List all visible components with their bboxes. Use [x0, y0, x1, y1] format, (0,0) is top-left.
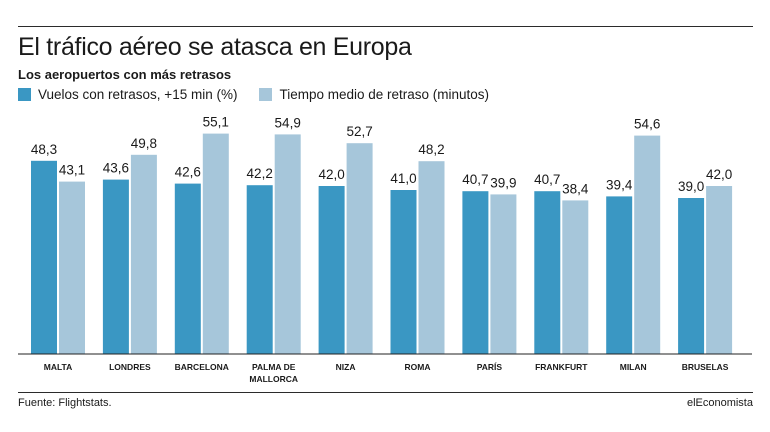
legend-item-series-1: Vuelos con retrasos, +15 min (%) [18, 87, 237, 102]
category-label-9: MILAN [620, 362, 647, 372]
bar-series-2-6 [418, 161, 445, 354]
bar-series-2-5 [346, 143, 373, 354]
bottom-rule [18, 392, 753, 393]
category-label-3: BARCELONA [175, 362, 229, 372]
legend-swatch-series-1 [18, 88, 31, 101]
bar-series-1-1 [31, 160, 57, 354]
bar-series-1-9 [606, 196, 633, 354]
data-label-series-2-3: 55,1 [203, 115, 229, 130]
bar-series-1-6 [390, 190, 417, 354]
category-label-10: BRUSELAS [682, 362, 729, 372]
chart-subtitle: Los aeropuertos con más retrasos [18, 67, 232, 82]
bar-series-2-2 [130, 154, 157, 354]
data-label-series-1-1: 48,3 [31, 142, 57, 157]
bar-series-2-7 [490, 194, 517, 354]
data-label-series-1-3: 42,6 [175, 165, 201, 180]
category-label-2: LONDRES [109, 362, 151, 372]
publisher-brand: elEconomista [686, 397, 753, 409]
bar-series-1-8 [534, 191, 561, 354]
data-label-series-1-9: 39,4 [606, 177, 633, 192]
bar-series-2-3 [202, 133, 229, 354]
data-label-series-2-6: 48,2 [418, 142, 444, 157]
bar-series-1-4 [246, 185, 273, 354]
data-label-series-1-10: 39,0 [678, 179, 704, 194]
legend: Vuelos con retrasos, +15 min (%) Tiempo … [18, 87, 511, 102]
data-label-series-1-5: 42,0 [318, 167, 344, 182]
data-label-series-1-4: 42,2 [247, 166, 273, 181]
category-label-4-line-1: PALMA DE [252, 362, 296, 372]
legend-label-series-1: Vuelos con retrasos, +15 min (%) [38, 87, 238, 102]
bar-series-1-2 [102, 179, 129, 354]
category-label-8: FRANKFURT [535, 362, 588, 372]
bar-series-1-3 [174, 183, 201, 354]
bar-series-1-7 [462, 191, 489, 354]
top-rule [18, 26, 753, 27]
data-label-series-2-7: 39,9 [490, 175, 516, 190]
source-note: Fuente: Flightstats. [18, 397, 112, 409]
category-label-4-line-2: MALLORCA [249, 374, 298, 384]
chart-title: El tráfico aéreo se atasca en Europa [18, 33, 412, 61]
legend-swatch-series-2 [259, 88, 273, 101]
data-label-series-1-2: 43,6 [103, 161, 129, 176]
data-label-series-1-7: 40,7 [462, 172, 488, 187]
data-label-series-2-8: 38,4 [562, 181, 589, 196]
category-label-1: MALTA [44, 362, 72, 372]
category-label-5: NIZA [336, 362, 356, 372]
bar-series-1-5 [318, 186, 345, 354]
data-label-series-2-5: 52,7 [346, 124, 372, 139]
bar-series-2-9 [634, 135, 661, 354]
data-label-series-2-4: 54,9 [275, 115, 301, 130]
bar-series-2-4 [274, 134, 301, 354]
data-label-series-2-1: 43,1 [59, 163, 85, 178]
category-label-6: ROMA [405, 362, 431, 372]
data-label-series-1-8: 40,7 [534, 172, 560, 187]
bar-series-2-1 [59, 181, 85, 354]
legend-label-series-2: Tiempo medio de retraso (minutos) [279, 87, 490, 102]
data-label-series-2-9: 54,6 [634, 117, 660, 132]
bar-series-2-10 [706, 186, 733, 354]
data-label-series-1-6: 41,0 [390, 171, 416, 186]
category-label-7: PARÍS [477, 362, 503, 372]
bar-series-1-10 [678, 198, 705, 354]
legend-item-series-2: Tiempo medio de retraso (minutos) [259, 87, 489, 102]
data-label-series-2-2: 49,8 [131, 136, 157, 151]
bar-series-2-8 [562, 200, 589, 354]
data-label-series-2-10: 42,0 [706, 167, 732, 182]
